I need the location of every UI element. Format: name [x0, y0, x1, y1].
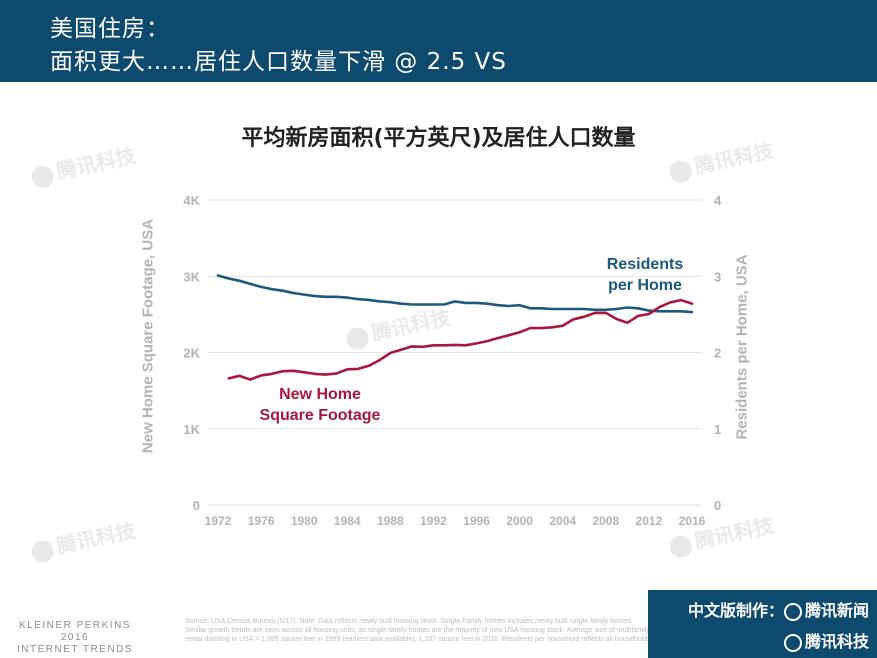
- x-tick-label: 1996: [463, 514, 490, 528]
- sqft-label-line-1: New Home: [279, 386, 361, 403]
- source-note: Source: USA Census Bureau (5/17). Note: …: [185, 618, 653, 643]
- x-tick-label: 2012: [636, 514, 663, 528]
- badge-line-2: 腾讯科技: [783, 628, 869, 652]
- right-tick-label: 0: [714, 498, 721, 513]
- kpcb-brand: KLEINER PERKINS 2016 INTERNET TRENDS: [10, 620, 140, 656]
- right-tick-label: 4: [714, 193, 722, 208]
- right-axis-title: Residents per Home, USA: [733, 254, 751, 440]
- badge-brand-news: 腾讯新闻: [804, 601, 869, 620]
- x-tick-label: 1988: [377, 514, 404, 528]
- chart-title: 平均新房面积(平方英尺)及居住人口数量: [241, 126, 636, 151]
- left-tick-label: 4K: [183, 193, 200, 208]
- square-footage-line: [227, 298, 694, 381]
- residents-per-home-line: [216, 274, 694, 314]
- brand-line-2: 2016: [60, 632, 90, 643]
- residents-series-label: Residents per Home: [590, 254, 700, 296]
- slide-title-line-2: 面积更大……居住人口数量下滑 @ 2.5 VS: [50, 49, 507, 75]
- brand-line-3: INTERNET TRENDS: [16, 644, 134, 655]
- title-banner: 美国住房： 面积更大……居住人口数量下滑 @ 2.5 VS: [0, 0, 877, 82]
- x-tick-label: 1984: [334, 514, 361, 528]
- line-chart: 0 1K 2K 3K 4K 0 1 2 3 4 1972 1976 1980 1984 1988 1992 19…: [183, 193, 722, 528]
- x-tick-label: 1976: [248, 514, 275, 528]
- residents-label-line-2: per Home: [608, 277, 682, 294]
- brand-line-1: KLEINER PERKINS: [19, 620, 131, 631]
- x-tick-label: 2004: [549, 514, 576, 528]
- sqft-series-label: New Home Square Footage: [244, 384, 396, 426]
- x-tick-label: 1992: [420, 514, 447, 528]
- x-tick-label: 2000: [506, 514, 533, 528]
- right-tick-label: 2: [714, 346, 721, 361]
- right-tick-label: 3: [714, 269, 721, 284]
- badge-prefix: 中文版制作：: [687, 601, 784, 620]
- left-tick-label: 1K: [183, 422, 200, 437]
- badge-brand-tech: 腾讯科技: [804, 632, 869, 651]
- tencent-logo-icon: [783, 602, 802, 621]
- sqft-label-line-2: Square Footage: [259, 407, 381, 424]
- x-tick-label: 1972: [205, 514, 232, 528]
- x-tick-label: 2008: [592, 514, 619, 528]
- badge-line-1: 中文版制作： 腾讯新闻: [688, 597, 869, 621]
- x-tick-label: 1980: [291, 514, 318, 528]
- producer-badge: 中文版制作： 腾讯新闻 腾讯科技: [648, 590, 877, 658]
- x-tick-label: 2016: [679, 514, 706, 528]
- left-axis-title: New Home Square Footage, USA: [139, 218, 157, 454]
- left-tick-label: 2K: [183, 346, 200, 361]
- tencent-logo-icon: [783, 633, 802, 652]
- left-tick-label: 0: [193, 498, 200, 513]
- right-tick-label: 1: [714, 422, 721, 437]
- left-tick-label: 3K: [183, 269, 200, 284]
- residents-label-line-1: Residents: [606, 256, 684, 273]
- slide-title-line-1: 美国住房：: [50, 16, 170, 42]
